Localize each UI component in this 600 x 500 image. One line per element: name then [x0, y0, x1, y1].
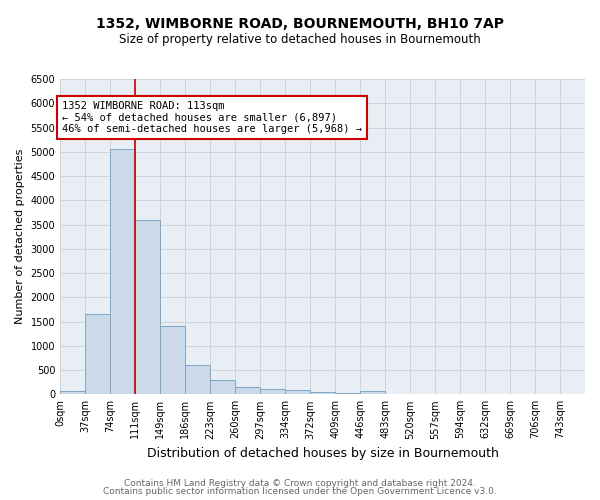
Bar — [60, 390, 85, 394]
Text: 1352, WIMBORNE ROAD, BOURNEMOUTH, BH10 7AP: 1352, WIMBORNE ROAD, BOURNEMOUTH, BH10 7… — [96, 18, 504, 32]
Bar — [210, 380, 235, 394]
Bar — [285, 390, 310, 394]
Y-axis label: Number of detached properties: Number of detached properties — [15, 149, 25, 324]
Text: Contains HM Land Registry data © Crown copyright and database right 2024.: Contains HM Land Registry data © Crown c… — [124, 478, 476, 488]
Bar — [235, 387, 260, 394]
Bar — [110, 150, 135, 394]
Bar — [185, 365, 210, 394]
Bar — [135, 220, 160, 394]
Text: 1352 WIMBORNE ROAD: 113sqm
← 54% of detached houses are smaller (6,897)
46% of s: 1352 WIMBORNE ROAD: 113sqm ← 54% of deta… — [62, 101, 362, 134]
Bar — [260, 389, 285, 394]
Bar — [85, 314, 110, 394]
X-axis label: Distribution of detached houses by size in Bournemouth: Distribution of detached houses by size … — [146, 447, 499, 460]
Text: Size of property relative to detached houses in Bournemouth: Size of property relative to detached ho… — [119, 32, 481, 46]
Text: Contains public sector information licensed under the Open Government Licence v3: Contains public sector information licen… — [103, 487, 497, 496]
Bar — [160, 326, 185, 394]
Bar — [360, 392, 385, 394]
Bar — [335, 393, 360, 394]
Bar — [310, 392, 335, 394]
